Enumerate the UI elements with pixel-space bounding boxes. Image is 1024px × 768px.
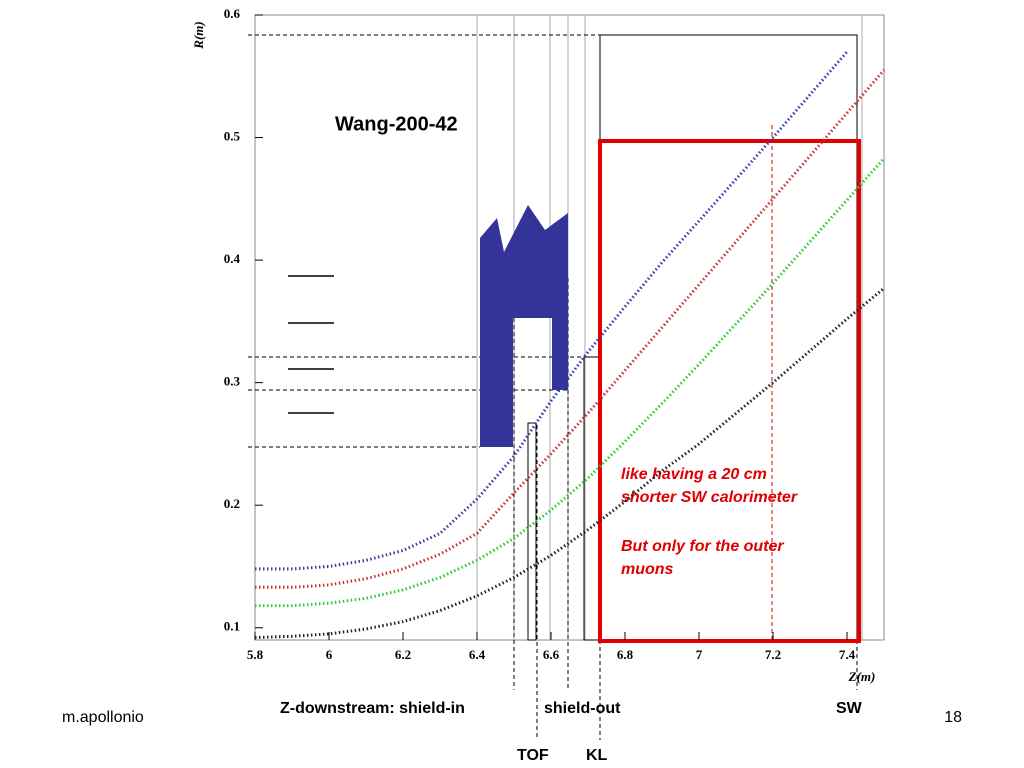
y-tick-label: 0.3 (224, 374, 241, 389)
series-line (255, 50, 849, 571)
bottom-label: TOF (517, 747, 549, 764)
x-tick-label: 7 (696, 647, 703, 662)
annotation: But only for the outer (621, 538, 784, 555)
x-tick-label: 5.8 (247, 647, 264, 662)
plot-frame (254, 14, 885, 641)
marker-lines (288, 275, 334, 414)
dashed-guides (248, 34, 858, 740)
bottom-label: KL (586, 747, 608, 764)
y-tick-label: 0.6 (224, 6, 241, 21)
y-tick-label: 0.4 (224, 251, 241, 266)
bottom-label: Z-downstream: shield-in (280, 700, 465, 717)
bottom-label: shield-out (544, 700, 621, 717)
x-tick-label: 6.8 (617, 647, 634, 662)
x-tick-label: 6.6 (543, 647, 560, 662)
y-axis-label: R(m) (191, 21, 206, 49)
series-line (255, 69, 886, 589)
x-axis-label: Z(m) (848, 669, 876, 684)
shield-block (480, 205, 568, 447)
bottom-label: SW (836, 700, 863, 717)
footer-page: 18 (944, 709, 962, 726)
series-line (255, 157, 886, 608)
x-tick-label: 7.2 (765, 647, 781, 662)
x-tick-label: 6.4 (469, 647, 486, 662)
y-tick-label: 0.5 (224, 129, 241, 144)
highlight-box (598, 139, 861, 643)
x-tick-label: 6 (326, 647, 333, 662)
vertical-guides (476, 15, 863, 640)
annotation: shorter SW calorimeter (621, 489, 798, 506)
y-tick-label: 0.1 (224, 619, 240, 634)
x-tick-label: 6.2 (395, 647, 411, 662)
series-line (254, 287, 885, 639)
annotation: like having a 20 cm (621, 466, 767, 483)
annotation: muons (621, 561, 674, 578)
y-tick-label: 0.2 (224, 496, 240, 511)
x-tick-label: 7.4 (839, 647, 856, 662)
footer-author: m.apollonio (62, 709, 144, 726)
chart-title: Wang-200-42 (335, 113, 458, 135)
